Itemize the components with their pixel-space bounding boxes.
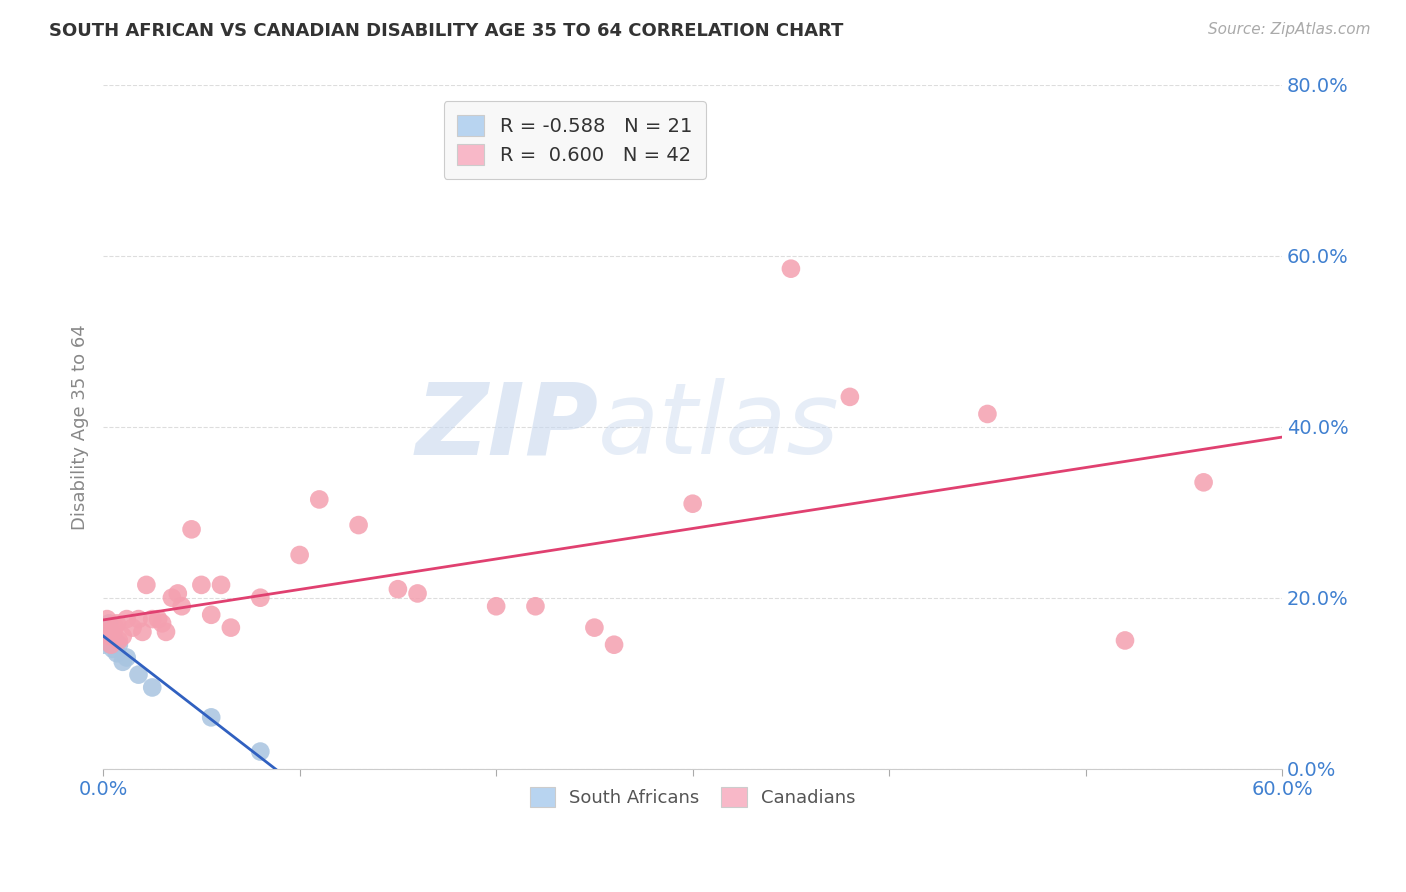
Point — [249, 745, 271, 759]
Point — [1114, 633, 1136, 648]
Text: Source: ZipAtlas.com: Source: ZipAtlas.com — [1208, 22, 1371, 37]
Point — [1192, 475, 1215, 490]
Point — [100, 624, 122, 639]
Point — [288, 548, 311, 562]
Point — [100, 638, 122, 652]
Point — [209, 578, 232, 592]
Point — [111, 655, 134, 669]
Point — [308, 492, 330, 507]
Point — [121, 621, 143, 635]
Point — [135, 578, 157, 592]
Point — [98, 633, 121, 648]
Point — [131, 624, 153, 639]
Point — [524, 599, 547, 614]
Point — [976, 407, 998, 421]
Point — [170, 599, 193, 614]
Point — [485, 599, 508, 614]
Point — [94, 633, 117, 648]
Point — [141, 681, 163, 695]
Point — [219, 621, 242, 635]
Point — [108, 638, 131, 652]
Point — [780, 261, 803, 276]
Point — [347, 518, 370, 533]
Text: atlas: atlas — [599, 378, 839, 475]
Point — [128, 612, 150, 626]
Point — [387, 582, 409, 597]
Point — [406, 586, 429, 600]
Point — [108, 633, 131, 648]
Point — [104, 621, 127, 635]
Point — [200, 607, 222, 622]
Point — [128, 667, 150, 681]
Point — [115, 650, 138, 665]
Point — [105, 646, 128, 660]
Point — [101, 629, 124, 643]
Point — [100, 638, 122, 652]
Point — [583, 621, 606, 635]
Point — [249, 591, 271, 605]
Text: SOUTH AFRICAN VS CANADIAN DISABILITY AGE 35 TO 64 CORRELATION CHART: SOUTH AFRICAN VS CANADIAN DISABILITY AGE… — [49, 22, 844, 40]
Point — [838, 390, 860, 404]
Point — [682, 497, 704, 511]
Point — [141, 612, 163, 626]
Point — [94, 624, 117, 639]
Point — [111, 629, 134, 643]
Point — [98, 616, 121, 631]
Point — [94, 629, 117, 643]
Point — [160, 591, 183, 605]
Point — [200, 710, 222, 724]
Point — [96, 624, 118, 639]
Point — [98, 629, 121, 643]
Point — [166, 586, 188, 600]
Point — [155, 624, 177, 639]
Point — [104, 633, 127, 648]
Point — [150, 616, 173, 631]
Text: ZIP: ZIP — [415, 378, 599, 475]
Point — [190, 578, 212, 592]
Point — [91, 624, 114, 639]
Point — [91, 638, 114, 652]
Point — [146, 612, 169, 626]
Point — [101, 642, 124, 657]
Y-axis label: Disability Age 35 to 64: Disability Age 35 to 64 — [72, 324, 89, 530]
Point — [101, 624, 124, 639]
Point — [96, 629, 118, 643]
Point — [105, 616, 128, 631]
Point — [96, 612, 118, 626]
Point — [603, 638, 626, 652]
Point — [115, 612, 138, 626]
Point — [180, 522, 202, 536]
Legend: South Africans, Canadians: South Africans, Canadians — [523, 780, 863, 814]
